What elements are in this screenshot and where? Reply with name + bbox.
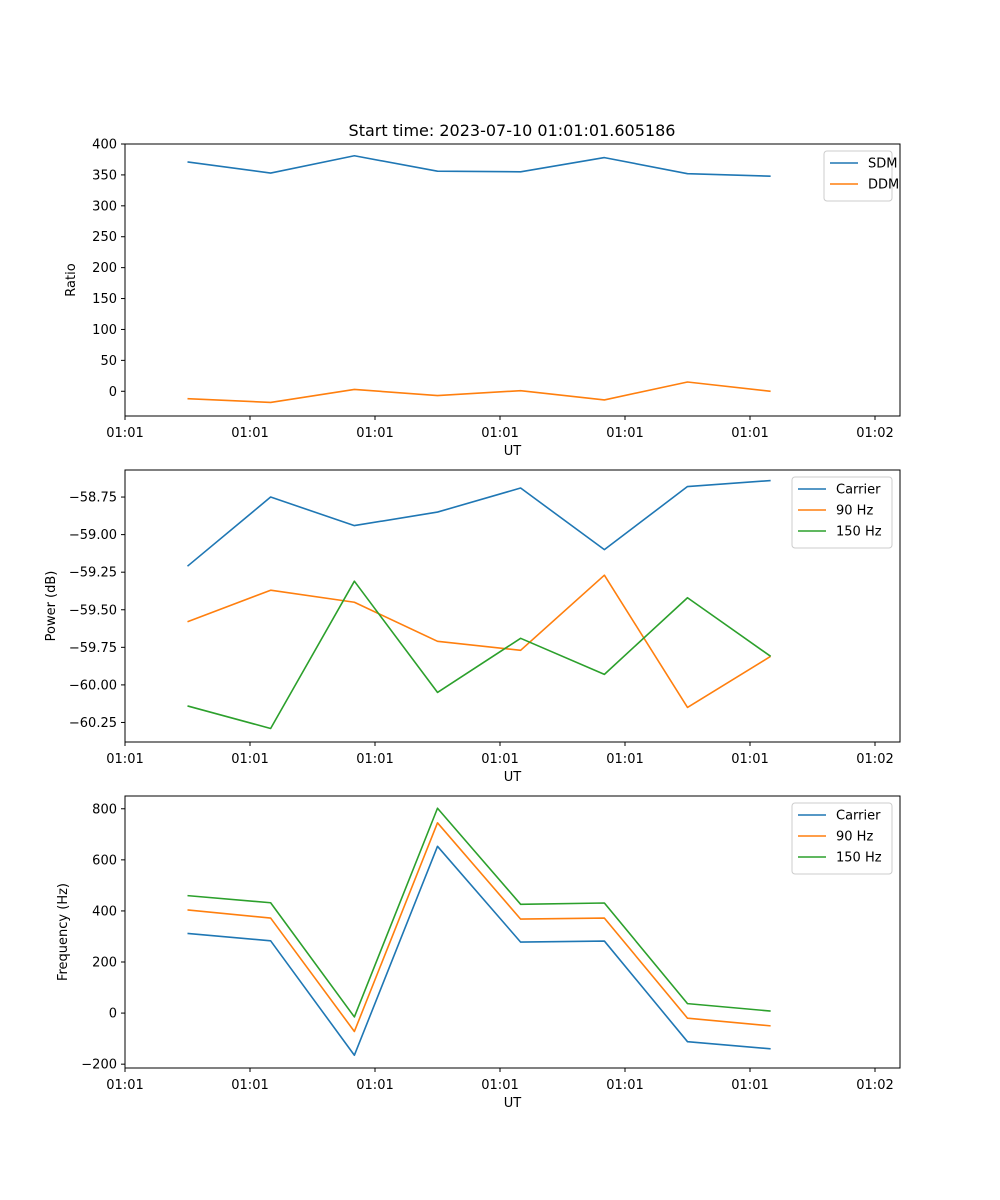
power-panel: 01:01 01:01 01:01 01:01 01:01 01:01 01:02 −60.2… bbox=[44, 469, 901, 785]
power-x-tick-label: 01:01 bbox=[231, 752, 268, 767]
ratio-y-tick-label: 350 bbox=[92, 168, 117, 183]
power-y-tick-label: −60.25 bbox=[69, 716, 117, 731]
frequency-x-tick-label: 01:01 bbox=[731, 1078, 768, 1093]
ratio-y-tick-label: 300 bbox=[92, 199, 117, 214]
frequency-series-line-90-hz bbox=[187, 822, 771, 1033]
frequency-series-line-carrier bbox=[187, 845, 771, 1057]
ratio-x-tick-label: 01:01 bbox=[481, 426, 518, 441]
ratio-y-axis-label: Ratio bbox=[64, 263, 79, 296]
frequency-legend-label: 90 Hz bbox=[836, 830, 873, 845]
frequency-y-tick-label: 400 bbox=[92, 904, 117, 919]
frequency-axes-frame bbox=[124, 795, 901, 1069]
ratio-x-tick-label: 01:01 bbox=[731, 426, 768, 441]
ratio-series-line-sdm bbox=[187, 154, 771, 177]
ratio-panel: 01:01 01:01 01:01 01:01 01:01 01:01 01:02 0 50 10… bbox=[64, 138, 901, 459]
ratio-x-tick-label: 01:01 bbox=[606, 426, 643, 441]
frequency-x-tick-label: 01:01 bbox=[356, 1078, 393, 1093]
ratio-y-tick-label: 50 bbox=[100, 354, 117, 369]
frequency-series-line-150-hz bbox=[187, 807, 771, 1018]
figure-title: Start time: 2023-07-10 01:01:01.605186 bbox=[349, 121, 676, 140]
ratio-y-tick-label: 400 bbox=[92, 138, 117, 153]
frequency-legend-label: Carrier bbox=[836, 809, 881, 824]
power-series-line-90-hz bbox=[187, 574, 772, 709]
power-x-tick-label: 01:01 bbox=[481, 752, 518, 767]
power-y-axis-label: Power (dB) bbox=[44, 571, 59, 642]
frequency-x-tick-label: 01:01 bbox=[481, 1078, 518, 1093]
ratio-series-line-ddm bbox=[187, 381, 771, 404]
power-series-line-150-hz bbox=[187, 580, 772, 730]
power-series-line-carrier bbox=[186, 479, 771, 567]
frequency-x-axis-label: UT bbox=[504, 1096, 522, 1111]
frequency-x-tick-label: 01:02 bbox=[856, 1078, 893, 1093]
ratio-legend-label: DDM bbox=[868, 178, 899, 193]
power-y-tick-label: −58.75 bbox=[69, 491, 117, 506]
power-y-tick-label: −59.00 bbox=[69, 528, 117, 543]
power-x-tick-label: 01:01 bbox=[356, 752, 393, 767]
ratio-y-tick-label: 0 bbox=[109, 385, 117, 400]
frequency-y-tick-label: −200 bbox=[81, 1058, 117, 1073]
frequency-y-tick-label: 600 bbox=[92, 853, 117, 868]
power-legend-label: Carrier bbox=[836, 483, 881, 498]
ratio-legend-label: SDM bbox=[868, 157, 897, 172]
ratio-y-tick-label: 100 bbox=[92, 323, 117, 338]
ratio-y-tick-label: 250 bbox=[92, 230, 117, 245]
power-legend-label: 90 Hz bbox=[836, 504, 873, 519]
frequency-x-tick-label: 01:01 bbox=[231, 1078, 268, 1093]
power-y-tick-label: −60.00 bbox=[69, 678, 117, 693]
power-y-tick-label: −59.25 bbox=[69, 566, 117, 581]
power-y-tick-label: −59.75 bbox=[69, 641, 117, 656]
frequency-panel: 01:01 01:01 01:01 01:01 01:01 01:01 01:02 −200 0… bbox=[56, 795, 901, 1111]
power-axes-frame bbox=[124, 469, 901, 743]
ratio-legend: SDM DDM bbox=[823, 150, 899, 202]
ratio-axes-frame bbox=[124, 143, 901, 417]
frequency-legend-label: 150 Hz bbox=[836, 851, 882, 866]
power-x-tick-label: 01:02 bbox=[856, 752, 893, 767]
ratio-x-tick-label: 01:01 bbox=[356, 426, 393, 441]
frequency-x-tick-label: 01:01 bbox=[606, 1078, 643, 1093]
frequency-y-axis-label: Frequency (Hz) bbox=[56, 883, 71, 981]
ratio-y-tick-label: 150 bbox=[92, 292, 117, 307]
ratio-x-axis-label: UT bbox=[504, 444, 522, 459]
power-legend: Carrier 90 Hz 150 Hz bbox=[791, 476, 893, 549]
frequency-legend: Carrier 90 Hz 150 Hz bbox=[791, 802, 893, 875]
ratio-y-tick-label: 200 bbox=[92, 261, 117, 276]
power-x-tick-label: 01:01 bbox=[606, 752, 643, 767]
power-legend-label: 150 Hz bbox=[836, 525, 882, 540]
ratio-x-tick-label: 01:02 bbox=[856, 426, 893, 441]
frequency-y-tick-label: 200 bbox=[92, 956, 117, 971]
frequency-x-tick-label: 01:01 bbox=[106, 1078, 143, 1093]
frequency-y-tick-label: 0 bbox=[109, 1007, 117, 1022]
ratio-x-tick-label: 01:01 bbox=[231, 426, 268, 441]
power-x-axis-label: UT bbox=[504, 770, 522, 785]
frequency-y-tick-label: 800 bbox=[92, 802, 117, 817]
ratio-x-tick-label: 01:01 bbox=[106, 426, 143, 441]
power-x-tick-label: 01:01 bbox=[106, 752, 143, 767]
power-x-tick-label: 01:01 bbox=[731, 752, 768, 767]
power-y-tick-label: −59.50 bbox=[69, 603, 117, 618]
